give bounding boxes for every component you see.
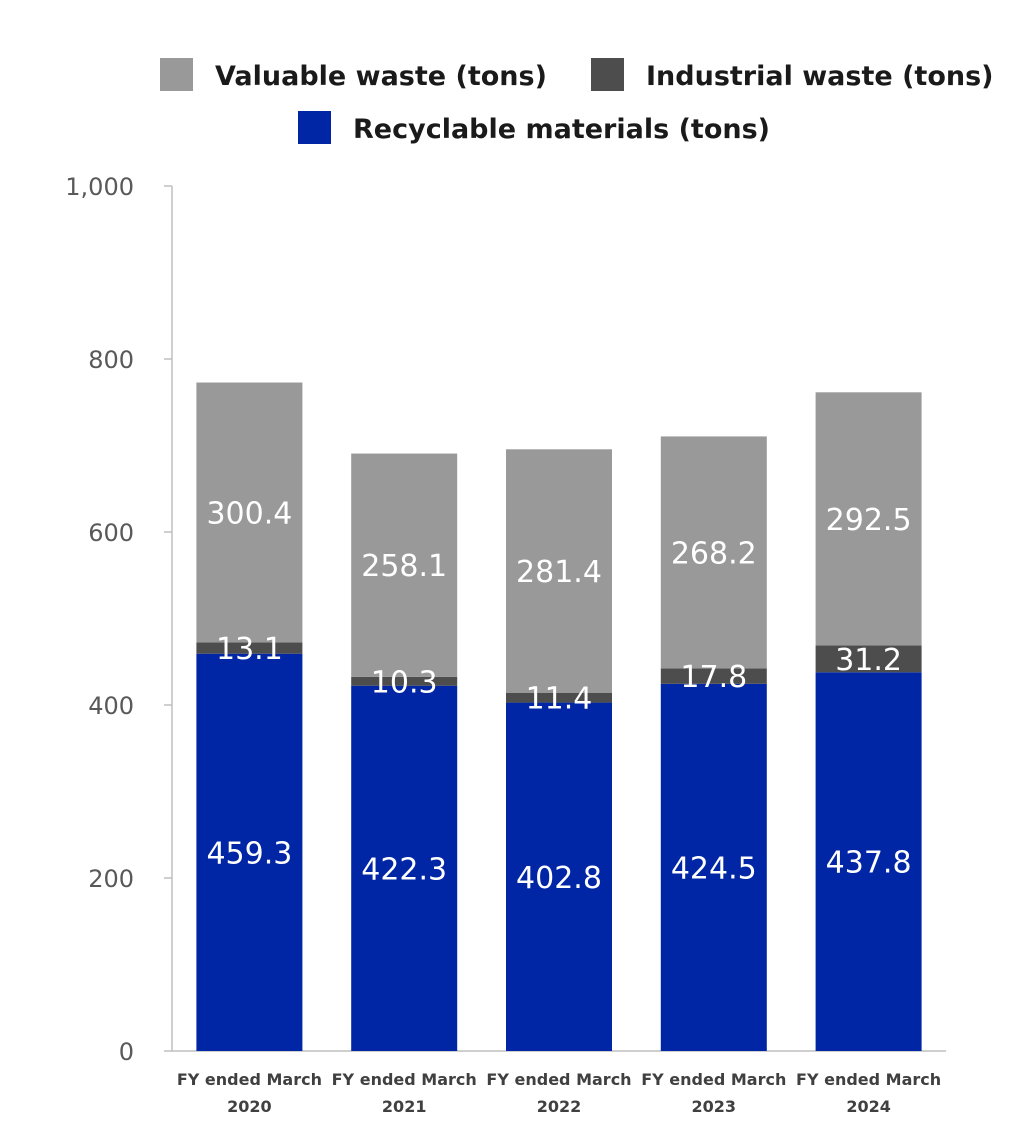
- x-axis-tick-labels: FY ended March 2020 FY ended March 2021 FY e…: [177, 1070, 941, 1116]
- y-tick-label: 800: [88, 346, 134, 374]
- x-tick-label-line1: FY ended March: [796, 1070, 941, 1089]
- chart-data-labels: 459.3 13.1 300.4 422.3 10.3 258.1 402.8 11.4 281…: [206, 496, 911, 895]
- legend-label: Industrial waste (tons): [646, 61, 994, 92]
- bar-segment: [351, 453, 458, 677]
- legend-label: Recyclable materials (tons): [353, 114, 770, 145]
- x-tick-label-line2: 2023: [692, 1097, 737, 1116]
- bar-segment: [506, 449, 612, 693]
- bar-data-label: 13.1: [216, 632, 283, 667]
- bar-segment: [351, 685, 458, 1051]
- bar-segment: [196, 642, 303, 654]
- y-tick-label: 1,000: [65, 173, 134, 201]
- bar-data-label: 292.5: [826, 503, 912, 538]
- bar-data-label: 10.3: [371, 665, 438, 700]
- bar-segment: [660, 436, 767, 669]
- bar-segment: [351, 676, 458, 686]
- legend-swatch: [298, 111, 331, 144]
- y-tick-label: 0: [119, 1038, 134, 1066]
- legend-label: Valuable waste (tons): [215, 61, 547, 92]
- chart-bars: [196, 382, 922, 1051]
- bar-segment: [506, 692, 612, 703]
- bar-segment: [196, 653, 303, 1051]
- bar-segment: [815, 645, 922, 673]
- bar-segment: [815, 672, 922, 1051]
- bar-segment: [660, 668, 767, 684]
- bar-data-label: 300.4: [206, 496, 292, 531]
- chart-legend: Valuable waste (tons) Industrial waste (t…: [160, 58, 994, 145]
- x-tick-label-line1: FY ended March: [641, 1070, 786, 1089]
- bar-data-label: 258.1: [361, 549, 447, 584]
- x-tick-label-line2: 2024: [846, 1097, 891, 1116]
- bar-data-label: 17.8: [680, 660, 747, 695]
- x-tick-label-line2: 2022: [537, 1097, 582, 1116]
- x-tick-label-line1: FY ended March: [332, 1070, 477, 1089]
- y-tick-label: 200: [88, 865, 134, 893]
- x-tick-label-line2: 2020: [227, 1097, 272, 1116]
- legend-swatch: [591, 58, 624, 91]
- bar-data-label: 422.3: [361, 852, 447, 887]
- bar-data-label: 268.2: [671, 536, 757, 571]
- bar-segment: [196, 382, 303, 643]
- bar-data-label: 402.8: [516, 861, 602, 896]
- bar-segment: [815, 392, 922, 646]
- bar-segment: [506, 702, 612, 1051]
- bar-data-label: 424.5: [671, 851, 757, 886]
- y-tick-label: 600: [88, 519, 134, 547]
- x-tick-label-line1: FY ended March: [486, 1070, 631, 1089]
- x-tick-label-line2: 2021: [382, 1097, 427, 1116]
- legend-swatch: [160, 58, 193, 91]
- bar-data-label: 281.4: [516, 555, 602, 590]
- bar-data-label: 437.8: [826, 846, 912, 881]
- bar-data-label: 459.3: [206, 836, 292, 871]
- x-tick-label-line1: FY ended March: [177, 1070, 322, 1089]
- bar-data-label: 31.2: [835, 643, 902, 678]
- bar-segment: [660, 683, 767, 1051]
- bar-data-label: 11.4: [526, 682, 593, 717]
- y-tick-label: 400: [88, 692, 134, 720]
